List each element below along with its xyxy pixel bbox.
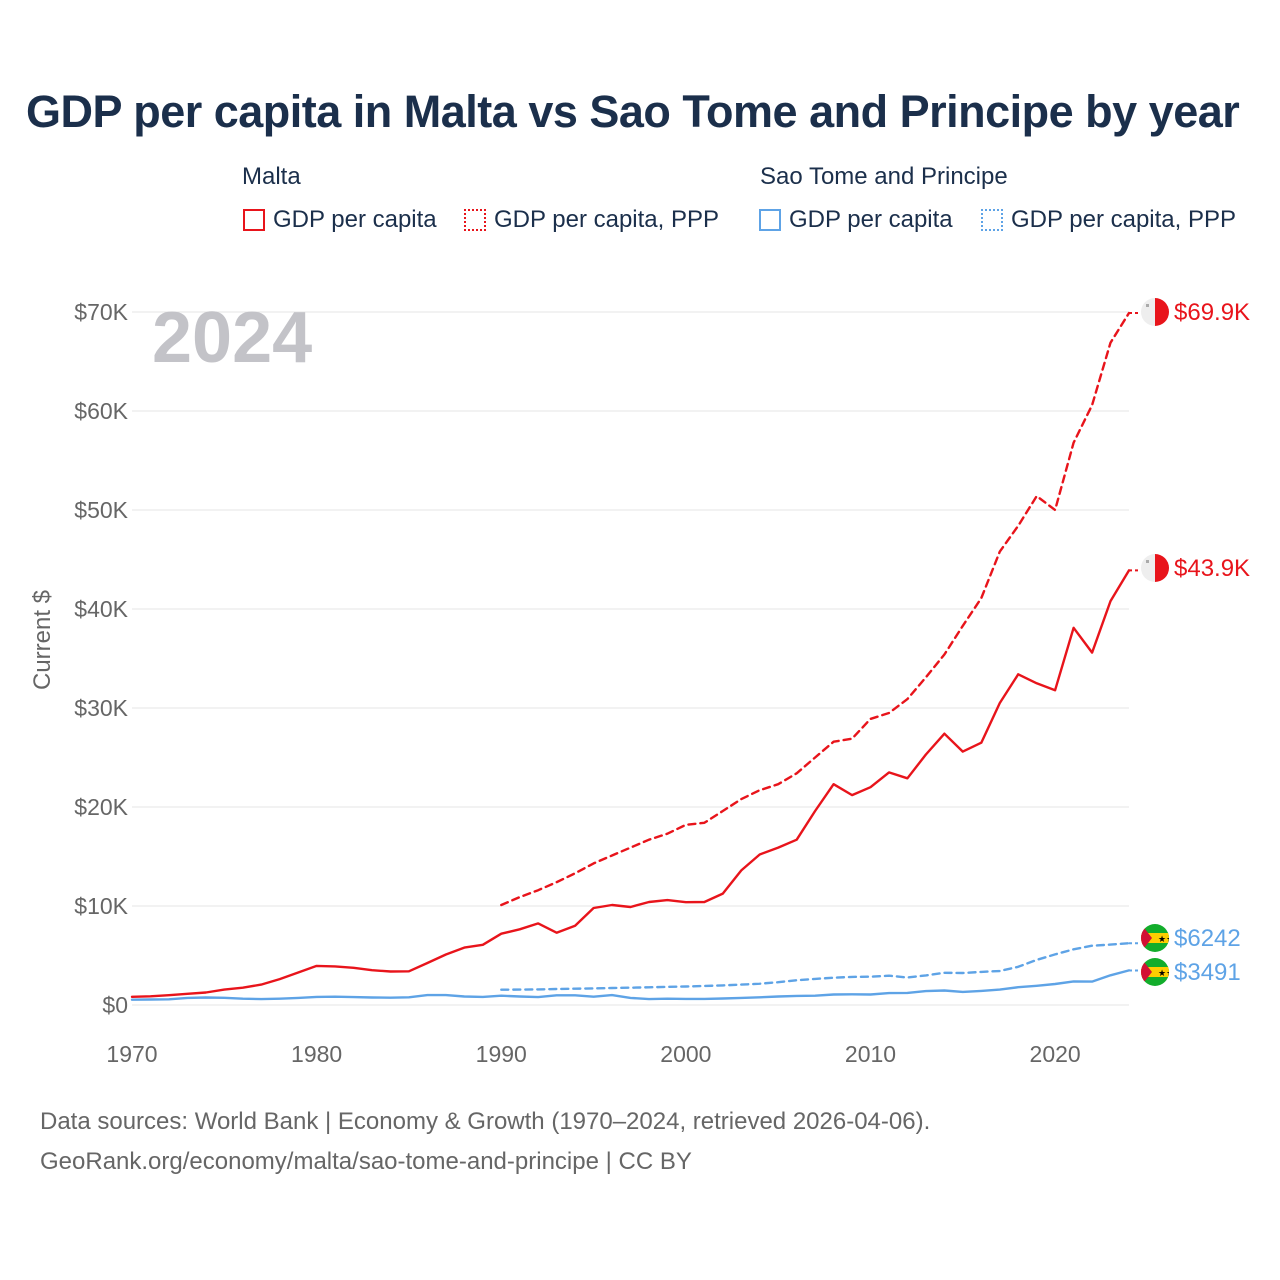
svg-text:★★: ★★	[1158, 969, 1174, 979]
series-line-sao-tome-and-principe-gdp-per-capita-ppp	[500, 942, 1131, 991]
legend-item-malta-gdp-ppp[interactable]: GDP per capita, PPP	[464, 205, 719, 235]
sao-tome-flag-icon: ★★	[1141, 958, 1174, 986]
series-line-malta-gdp-per-capita	[130, 569, 1131, 998]
x-tick-label: 2010	[845, 1041, 896, 1067]
end-label-malta-ppp: $69.9K	[1174, 299, 1250, 326]
end-label-malta-gdp: $43.9K	[1174, 555, 1250, 582]
y-tick-label: $20K	[74, 794, 128, 820]
legend-item-stp-gdp-ppp[interactable]: GDP per capita, PPP	[981, 205, 1236, 235]
y-tick-label: $50K	[74, 497, 128, 523]
legend-item-malta-gdp[interactable]: GDP per capita	[243, 205, 437, 235]
malta-flag-icon	[1141, 298, 1169, 326]
legend-swatch-dotted-blue	[981, 209, 1003, 231]
footer-sources: Data sources: World Bank | Economy & Gro…	[40, 1108, 931, 1135]
legend-group-malta: Malta	[242, 163, 301, 190]
year-watermark: 2024	[152, 298, 312, 378]
sao-tome-flag-icon: ★★	[1141, 924, 1174, 952]
y-tick-label: $10K	[74, 893, 128, 919]
x-tick-label: 2000	[660, 1041, 711, 1067]
end-label-stp-ppp: $6242	[1174, 925, 1241, 952]
y-tick-label: $70K	[74, 299, 128, 325]
svg-text:★★: ★★	[1158, 935, 1174, 945]
legend-swatch-solid-blue	[759, 209, 781, 231]
x-tick-label: 1990	[476, 1041, 527, 1067]
legend-swatch-solid-red	[243, 209, 265, 231]
legend-label: GDP per capita, PPP	[1011, 206, 1236, 233]
y-tick-label: $0	[102, 992, 128, 1018]
y-tick-label: $40K	[74, 596, 128, 622]
malta-flag-icon	[1141, 554, 1169, 582]
x-tick-label: 1970	[106, 1041, 157, 1067]
x-tick-label: 2020	[1030, 1041, 1081, 1067]
legend-swatch-dotted-red	[464, 209, 486, 231]
y-tick-label: $60K	[74, 398, 128, 424]
legend-label: GDP per capita	[789, 206, 953, 233]
x-tick-label: 1980	[291, 1041, 342, 1067]
y-tick-label: $30K	[74, 695, 128, 721]
legend-group-sao-tome: Sao Tome and Principe	[760, 163, 1008, 190]
footer-attribution: GeoRank.org/economy/malta/sao-tome-and-p…	[40, 1148, 692, 1175]
series-line-malta-gdp-per-capita-ppp	[500, 311, 1131, 907]
chart-title: GDP per capita in Malta vs Sao Tome and …	[26, 86, 1240, 137]
legend-label: GDP per capita, PPP	[494, 206, 719, 233]
y-axis-label: Current $	[29, 590, 56, 690]
legend-item-stp-gdp[interactable]: GDP per capita	[759, 205, 953, 235]
legend-label: GDP per capita	[273, 206, 437, 233]
end-label-stp-gdp: $3491	[1174, 959, 1241, 986]
series-line-sao-tome-and-principe-gdp-per-capita	[130, 969, 1131, 1001]
